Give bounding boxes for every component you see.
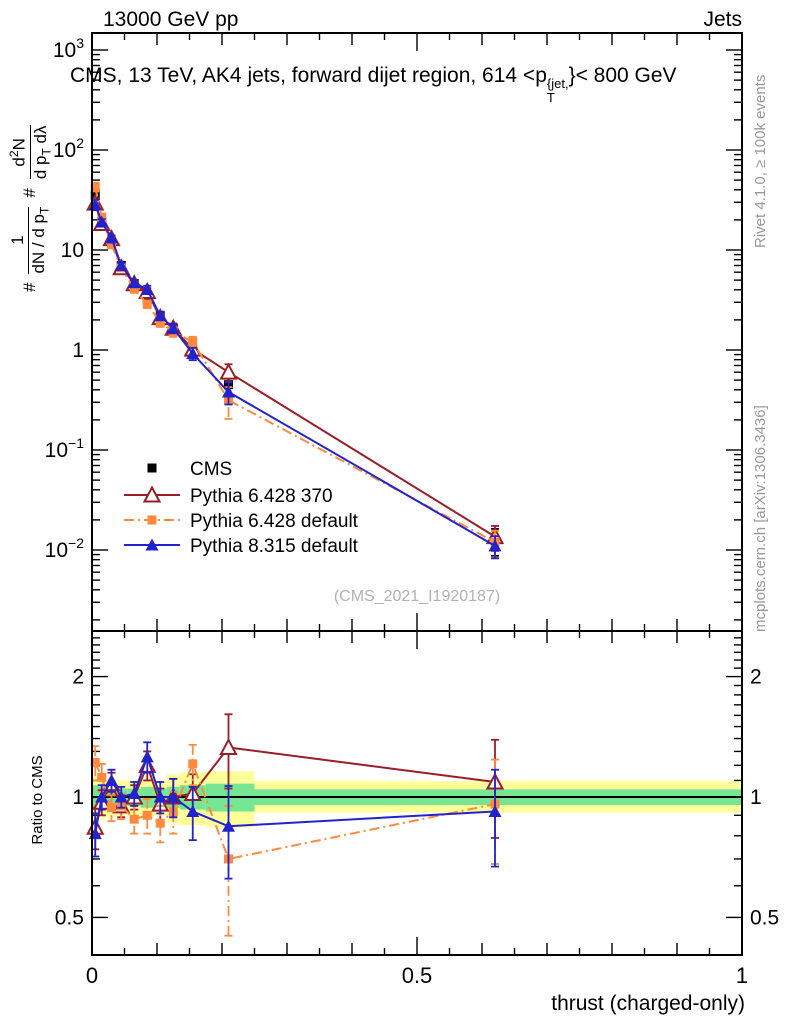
ratio-y-tick-label-right: 2 [750, 666, 762, 689]
main-panel-series [86, 181, 505, 560]
ratio-y-tick-label-left: 1 [72, 786, 84, 809]
main-y-tick-label: 10−2 [45, 535, 85, 562]
ratio-plot-frame [91, 630, 743, 956]
marker-triangle [127, 787, 141, 800]
marker-open-triangle [219, 362, 238, 380]
marker-square [129, 284, 139, 294]
marker-triangle [105, 231, 118, 244]
ratio-y-tick-label-left: 0.5 [55, 906, 84, 929]
marker-square [142, 299, 152, 309]
inner-title-text: CMS, 13 TeV, AK4 jets, forward dijet reg… [70, 64, 547, 87]
ylabel-frac1-num: 1 [8, 235, 28, 245]
legend-label-pythia6-default: Pythia 6.428 default [190, 511, 359, 532]
ylabel-frac2-den: d pT dλ [30, 125, 53, 180]
x-tick-label: 1 [736, 963, 748, 988]
marker-triangle [186, 804, 200, 817]
ratio-y-tick-label-right: 0.5 [750, 906, 779, 929]
ratio-y-tick-label-left: 2 [72, 666, 84, 689]
pt-jet-supsub: {jet, T [547, 77, 569, 104]
marker-square [155, 818, 165, 828]
marker-square [97, 772, 107, 782]
main-y-axis-label: # 1 dN / d pT # d2N d pT dλ [7, 125, 53, 292]
marker-square [155, 317, 165, 327]
series-pythia-8-315-default [88, 198, 502, 560]
rivet-version-note: Rivet 4.1.0, ≥ 100k events [752, 74, 769, 248]
ylabel-frac2-num: d2N [7, 138, 29, 167]
marker-square [142, 810, 152, 820]
marker-triangle [127, 276, 141, 289]
main-y-tick-label: 10 [61, 239, 84, 262]
marker-triangle [114, 790, 128, 803]
marker-triangle [105, 773, 118, 786]
marker-square [107, 803, 116, 813]
ylabel-frac1-den: dN / d pT [29, 206, 52, 274]
marker-square [90, 182, 100, 192]
legend-label-pythia8-default: Pythia 8.315 default [190, 536, 359, 557]
pt-subscript: T [546, 89, 555, 105]
beam-energy-title: 13000 GeV pp [103, 8, 238, 31]
analysis-id-watermark: (CMS_2021_I1920187) [333, 588, 501, 605]
marker-triangle [222, 819, 235, 832]
marker-triangle [140, 750, 154, 763]
marker-square [188, 337, 198, 347]
ylabel-fraction-1: 1 dN / d pT [8, 206, 52, 274]
main-y-tick-label: 103 [53, 35, 84, 62]
x-tick-label: 0 [86, 963, 98, 988]
marker-square [188, 759, 198, 769]
axis-ticks [91, 33, 743, 955]
marker-open-triangle [219, 737, 238, 755]
analysis-group-title: Jets [703, 8, 742, 31]
main-y-tick-label: 102 [53, 135, 84, 162]
pt-superscript: {jet, [546, 75, 569, 91]
ratio-pythia-8-315-default [88, 741, 502, 880]
marker-triangle [114, 258, 128, 271]
legend-markers [124, 463, 180, 551]
legend-label-cms: CMS [190, 459, 232, 480]
marker-square [107, 240, 116, 250]
ylabel-hash-2: # [20, 188, 40, 198]
marker-triangle [488, 804, 502, 817]
x-tick-label: 0.5 [402, 963, 433, 988]
marker-triangle [222, 385, 235, 398]
mcplots-arxiv-note: mcplots.cern.ch [arXiv:1306.3436] [752, 405, 769, 632]
main-y-tick-label: 10−1 [45, 435, 85, 462]
ylabel-fraction-2: d2N d pT dλ [7, 125, 53, 180]
main-y-tick-label: 1 [72, 339, 84, 362]
marker-triangle [145, 538, 159, 551]
marker-triangle [488, 539, 502, 552]
marker-triangle [153, 309, 167, 322]
marker-triangle [95, 790, 109, 803]
legend-label-pythia6-370: Pythia 6.428 370 [190, 486, 333, 507]
marker-square [147, 463, 157, 473]
ratio-y-tick-label-right: 1 [750, 786, 762, 809]
x-axis-label: thrust (charged-only) [551, 992, 745, 1015]
inner-title-suffix: }< 800 GeV [568, 64, 677, 87]
ratio-panel-series [86, 713, 505, 937]
ratio-line [94, 761, 496, 861]
marker-triangle [95, 215, 109, 228]
marker-triangle [186, 347, 200, 360]
plot-inner-title: CMS, 13 TeV, AK4 jets, forward dijet reg… [70, 64, 677, 104]
marker-triangle [153, 790, 167, 803]
marker-triangle [140, 282, 154, 295]
marker-triangle [166, 790, 180, 803]
marker-square [90, 757, 100, 767]
ratio-y-axis-label: Ratio to CMS [29, 755, 46, 844]
marker-square [147, 515, 157, 525]
marker-triangle [166, 321, 180, 334]
marker-open-triangle [142, 485, 162, 503]
ylabel-hash-1: # [20, 282, 40, 292]
marker-square [129, 814, 139, 824]
